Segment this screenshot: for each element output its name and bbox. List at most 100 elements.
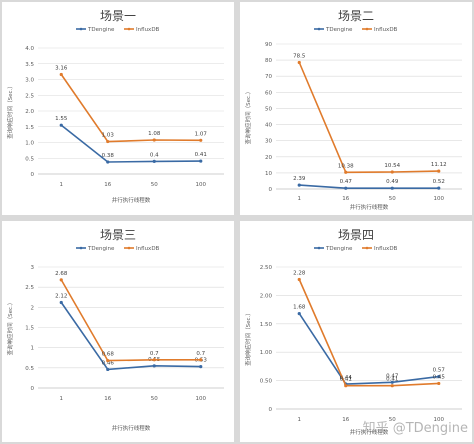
data-point-tdengine: [297, 183, 301, 187]
legend-marker-influxdb: [127, 27, 131, 31]
y-tick-label: 1.00: [260, 350, 273, 356]
x-tick-label: 100: [196, 396, 207, 402]
x-tick-label: 1: [298, 196, 302, 202]
data-label-influxdb: 0.7: [196, 351, 205, 357]
chart-title: 场景四: [338, 228, 374, 242]
data-label-tdengine: 0.47: [386, 373, 399, 379]
data-point-influxdb: [199, 358, 203, 362]
legend-label-tdengine: TDengine: [325, 27, 353, 33]
data-point-tdengine: [59, 300, 63, 305]
data-point-tdengine: [437, 375, 441, 379]
y-tick-label: 3.5: [25, 62, 34, 68]
x-axis-label: 并行执行线程数: [350, 428, 389, 436]
chart-title: 场景一: [100, 9, 136, 23]
y-tick-label: 1.5: [25, 326, 34, 332]
chart-panel-1: 场景一 TDengine InfluxDB 0 0.5 1.0 1.5 2.0 2.5 3.0 3.…: [2, 2, 234, 215]
y-tick-label: 2.0: [25, 109, 34, 115]
y-tick-label: 90: [265, 42, 272, 48]
data-label-tdengine: 2.39: [293, 176, 306, 182]
y-tick-label: 2.50: [260, 265, 273, 271]
data-point-tdengine: [344, 186, 348, 190]
data-point-tdengine: [199, 365, 203, 369]
data-point-influxdb: [59, 278, 63, 282]
x-axis-label: 并行执行线程数: [112, 424, 151, 432]
data-point-tdengine: [106, 160, 110, 164]
y-tick-label: 3.0: [25, 78, 34, 84]
chart-title: 场景二: [338, 9, 374, 23]
data-point-influxdb: [390, 170, 394, 174]
data-label-influxdb: 1.08: [148, 131, 161, 137]
x-tick-label: 50: [389, 417, 396, 423]
series-line-influxdb: [60, 74, 201, 143]
y-tick-label: 1.5: [25, 125, 34, 131]
data-point-influxdb: [59, 72, 63, 77]
data-label-influxdb: 78.5: [293, 54, 306, 60]
chart-panel-3: 场景三 TDengine InfluxDB 0 0.5 1 1.5 2 2.5 3 1 16 50 100…: [2, 221, 234, 442]
data-point-influxdb: [344, 384, 348, 388]
y-tick-label: 1.50: [260, 322, 273, 328]
data-label-tdengine: 0.49: [386, 179, 399, 185]
data-label-tdengine: 0.44: [340, 375, 353, 381]
data-label-tdengine: 0.38: [102, 153, 115, 159]
data-label-influxdb: 10.38: [338, 163, 354, 169]
y-tick-label: 3: [31, 265, 35, 271]
chart-title: 场景三: [100, 228, 136, 242]
data-label-tdengine: 1.68: [293, 305, 306, 311]
data-label-tdengine: 0.4: [150, 152, 159, 158]
legend-label-influxdb: InfluxDB: [136, 246, 160, 252]
y-axis-label: 查询响应时间（Sec.）: [6, 83, 14, 139]
data-label-influxdb: 1.07: [195, 131, 208, 137]
x-tick-label: 50: [389, 196, 396, 202]
legend-marker-tdengine: [79, 27, 83, 31]
x-tick-label: 1: [298, 417, 302, 423]
x-tick-label: 16: [342, 196, 349, 202]
y-tick-label: 2: [31, 305, 35, 311]
y-tick-label: 1.0: [25, 141, 34, 147]
data-label-tdengine: 1.55: [55, 116, 68, 122]
legend-label-influxdb: InfluxDB: [374, 246, 398, 252]
legend-marker-influxdb: [127, 246, 131, 250]
data-point-tdengine: [152, 364, 156, 368]
data-point-influxdb: [344, 170, 348, 174]
y-tick-label: 20: [265, 155, 272, 161]
y-tick-label: 30: [265, 139, 272, 145]
y-tick-label: 0.5: [25, 156, 34, 162]
data-point-tdengine: [106, 367, 110, 372]
y-tick-label: 0.5: [25, 366, 34, 372]
legend-marker-tdengine: [317, 246, 321, 250]
y-tick-label: 0: [31, 386, 35, 392]
data-point-tdengine: [390, 380, 394, 384]
y-tick-label: 0.50: [260, 379, 273, 385]
series-line-influxdb: [60, 279, 201, 362]
y-tick-label: 1: [31, 346, 35, 352]
data-label-tdengine: 0.47: [340, 179, 353, 185]
series-line-tdengine: [298, 313, 439, 385]
y-tick-label: 50: [265, 106, 272, 112]
data-label-influxdb: 0.41: [340, 377, 352, 383]
x-tick-label: 50: [151, 396, 158, 402]
data-label-influxdb: 1.03: [102, 133, 115, 139]
data-point-influxdb: [437, 169, 441, 173]
data-label-influxdb: 3.16: [55, 65, 68, 71]
data-label-tdengine: 2.12: [55, 293, 67, 299]
data-point-tdengine: [390, 186, 394, 190]
chart-panel-2: 场景二 TDengine InfluxDB 0 10 20 30 40 50 60 70 80 90 1 1…: [240, 2, 472, 215]
legend-label-influxdb: InfluxDB: [374, 27, 398, 33]
y-tick-label: 2.5: [25, 285, 34, 291]
chart-svg-4: 场景四 TDengine InfluxDB 0 0.50 1.00 1.50 2.00 2.50…: [244, 228, 462, 436]
y-tick-label: 0: [269, 187, 273, 193]
x-tick-label: 50: [151, 182, 158, 188]
data-point-influxdb: [106, 139, 110, 144]
legend-marker-tdengine: [79, 246, 83, 250]
y-axis-label: 查询响应时间（Sec.）: [244, 89, 252, 145]
data-label-influxdb: 0.7: [150, 351, 159, 357]
data-label-tdengine: 0.46: [102, 360, 115, 366]
legend-marker-influxdb: [365, 27, 369, 31]
data-label-tdengine: 0.57: [433, 368, 446, 374]
data-point-influxdb: [390, 384, 394, 388]
data-label-influxdb: 10.54: [384, 163, 400, 169]
series-line-influxdb: [298, 279, 439, 387]
x-tick-label: 1: [60, 182, 64, 188]
